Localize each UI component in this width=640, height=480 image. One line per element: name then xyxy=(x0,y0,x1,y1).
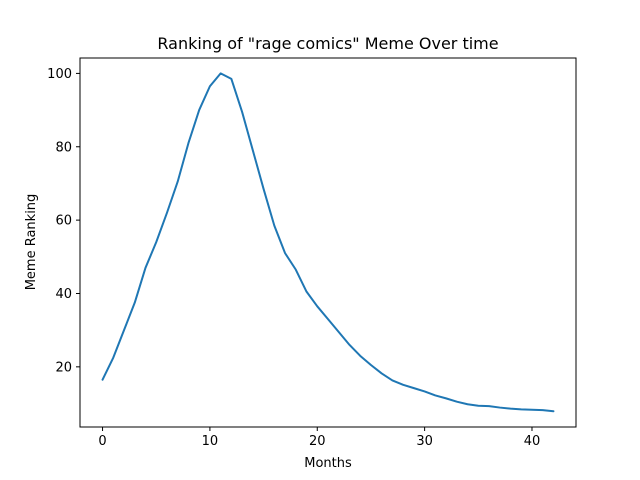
plot-frame xyxy=(79,57,577,428)
y-tick-label: 60 xyxy=(55,214,72,229)
x-tick-label: 20 xyxy=(309,434,326,449)
series-line-0 xyxy=(101,72,555,413)
x-axis: 0 10 20 30 40 xyxy=(98,427,540,449)
y-axis-label: Meme Ranking xyxy=(24,194,39,291)
x-tick-label: 40 xyxy=(524,434,541,449)
x-tick-label: 10 xyxy=(202,434,219,449)
chart-title: Ranking of "rage comics" Meme Over time xyxy=(157,34,498,53)
y-tick-label: 40 xyxy=(55,287,72,302)
y-axis: 20 40 60 80 100 xyxy=(47,67,80,375)
x-tick-label: 30 xyxy=(416,434,433,449)
plot-area xyxy=(79,57,577,428)
y-tick-label: 80 xyxy=(55,140,72,155)
y-tick-label: 100 xyxy=(47,67,72,82)
x-tick-label: 0 xyxy=(98,434,106,449)
x-axis-label: Months xyxy=(304,456,352,471)
y-tick-label: 20 xyxy=(55,360,72,375)
